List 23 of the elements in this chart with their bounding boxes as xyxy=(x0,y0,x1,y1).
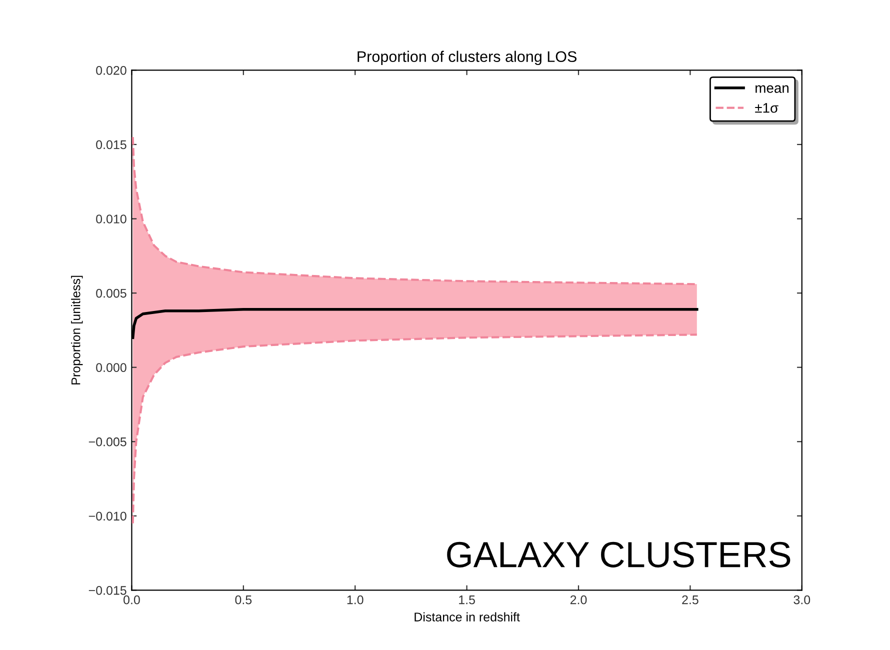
line-series xyxy=(132,334,698,524)
y-tick-label: 0.020 xyxy=(96,66,126,75)
y-tick-label: −0.010 xyxy=(88,512,126,521)
x-tick-label: 0.0 xyxy=(124,595,140,604)
x-axis-title: Distance in redshift xyxy=(414,612,520,622)
y-axis-title: Proportion [unitless] xyxy=(71,276,83,384)
legend-label: ±1σ xyxy=(755,103,778,113)
annotation: GALAXY CLUSTERS xyxy=(447,542,790,568)
y-tick-label: 0.010 xyxy=(96,214,126,224)
x-tick-label: 2.0 xyxy=(570,595,587,604)
y-tick-label: −0.005 xyxy=(88,437,126,446)
chart-title: Proportion of clusters along LOS xyxy=(358,50,577,66)
y-tick-label: 0.005 xyxy=(96,288,126,298)
line-series xyxy=(132,136,698,286)
x-tick-label: 2.5 xyxy=(682,595,698,604)
y-tick-label: 0.000 xyxy=(96,363,126,372)
x-tick-label: 3.0 xyxy=(794,595,810,604)
y-tick-label: 0.015 xyxy=(96,140,126,150)
legend-label: mean xyxy=(756,85,788,93)
x-tick-label: 0.5 xyxy=(235,595,252,604)
x-tick-label: 1.5 xyxy=(459,596,475,604)
x-tick-label: 1.0 xyxy=(347,595,364,604)
y-tick-label: −0.015 xyxy=(88,586,126,595)
